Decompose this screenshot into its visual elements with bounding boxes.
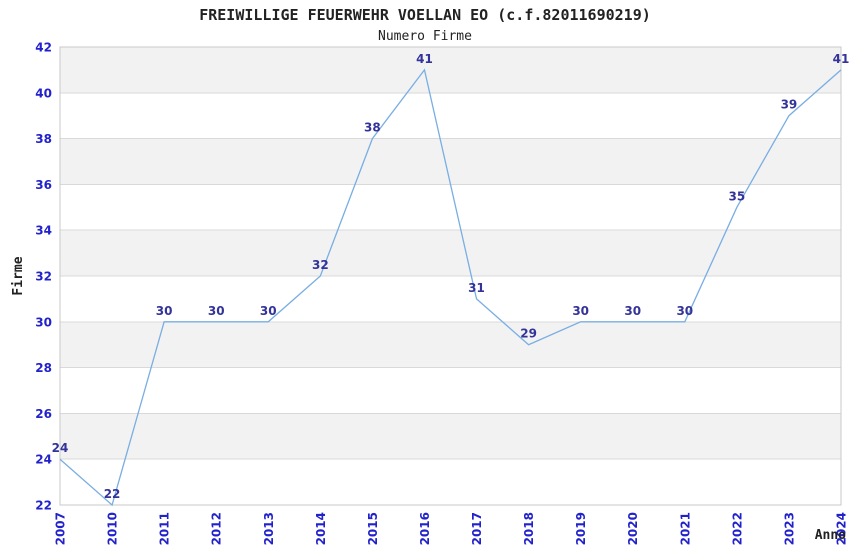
data-point-label: 30 <box>260 304 277 318</box>
data-point-label: 39 <box>781 98 798 112</box>
y-tick-label: 26 <box>35 407 52 421</box>
y-tick-label: 36 <box>35 178 52 192</box>
x-tick-label: 2010 <box>106 512 120 545</box>
plot-border <box>59 46 842 506</box>
y-tick-label: 24 <box>35 453 52 467</box>
x-tick-label: 2022 <box>730 512 744 545</box>
data-point-label: 32 <box>312 258 329 272</box>
y-tick-label: 32 <box>35 270 52 284</box>
plot-band <box>60 138 841 185</box>
data-point-label: 41 <box>416 52 433 66</box>
data-labels: 24 22 30 30 30 32 38 41 31 29 30 30 30 35 39 41 <box>52 52 850 501</box>
x-axis-labels: 2007 2010 2011 2012 2013 2014 2015 2016 2017 2018… <box>54 512 849 545</box>
x-tick-label: 2017 <box>470 512 484 545</box>
data-point-label: 29 <box>520 327 537 341</box>
x-tick-label: 2015 <box>366 512 380 545</box>
data-point-label: 38 <box>364 121 381 135</box>
plot-band <box>60 230 841 276</box>
y-tick-label: 22 <box>35 499 52 513</box>
y-tick-label: 42 <box>35 41 52 55</box>
data-point-label: 35 <box>729 189 746 203</box>
data-point-label: 22 <box>104 487 121 501</box>
x-tick-label: 2021 <box>678 512 692 545</box>
plot-band <box>60 413 841 460</box>
x-tick-label: 2020 <box>626 512 640 545</box>
chart-title: FREIWILLIGE FEUERWEHR VOELLAN EO (c.f.82… <box>199 6 651 24</box>
y-axis-labels: 22 24 26 28 30 32 34 36 38 40 42 <box>35 41 52 513</box>
data-point-label: 30 <box>676 304 693 318</box>
x-tick-label: 2014 <box>314 512 328 545</box>
x-tick-label: 2024 <box>835 512 849 545</box>
x-tick-label: 2018 <box>522 512 536 545</box>
y-tick-label: 40 <box>35 86 52 100</box>
y-tick-label: 38 <box>35 132 52 146</box>
x-tick-label: 2007 <box>54 512 68 545</box>
chart-subtitle: Numero Firme <box>378 29 472 44</box>
x-tick-label: 2019 <box>574 512 588 545</box>
data-point-label: 31 <box>468 281 485 295</box>
x-tick-label: 2011 <box>158 512 172 545</box>
data-point-label: 30 <box>572 304 589 318</box>
data-point-label: 30 <box>624 304 641 318</box>
x-tick-label: 2016 <box>418 512 432 545</box>
x-tick-label: 2023 <box>782 512 796 545</box>
y-tick-label: 34 <box>35 224 52 238</box>
series-line <box>59 68 842 507</box>
y-axis-title: Firme <box>11 256 26 295</box>
plot-bands <box>60 47 841 460</box>
y-tick-label: 30 <box>35 315 52 329</box>
x-tick-label: 2013 <box>262 512 276 545</box>
data-point-label: 41 <box>833 52 850 66</box>
data-point-label: 24 <box>52 441 69 455</box>
x-tick-label: 2012 <box>210 512 224 545</box>
data-point-label: 30 <box>156 304 173 318</box>
x-axis-title: Anno <box>815 528 846 543</box>
y-tick-label: 28 <box>35 361 52 375</box>
plot-band <box>60 47 841 93</box>
data-point-label: 30 <box>208 304 225 318</box>
plot-band <box>60 321 841 368</box>
